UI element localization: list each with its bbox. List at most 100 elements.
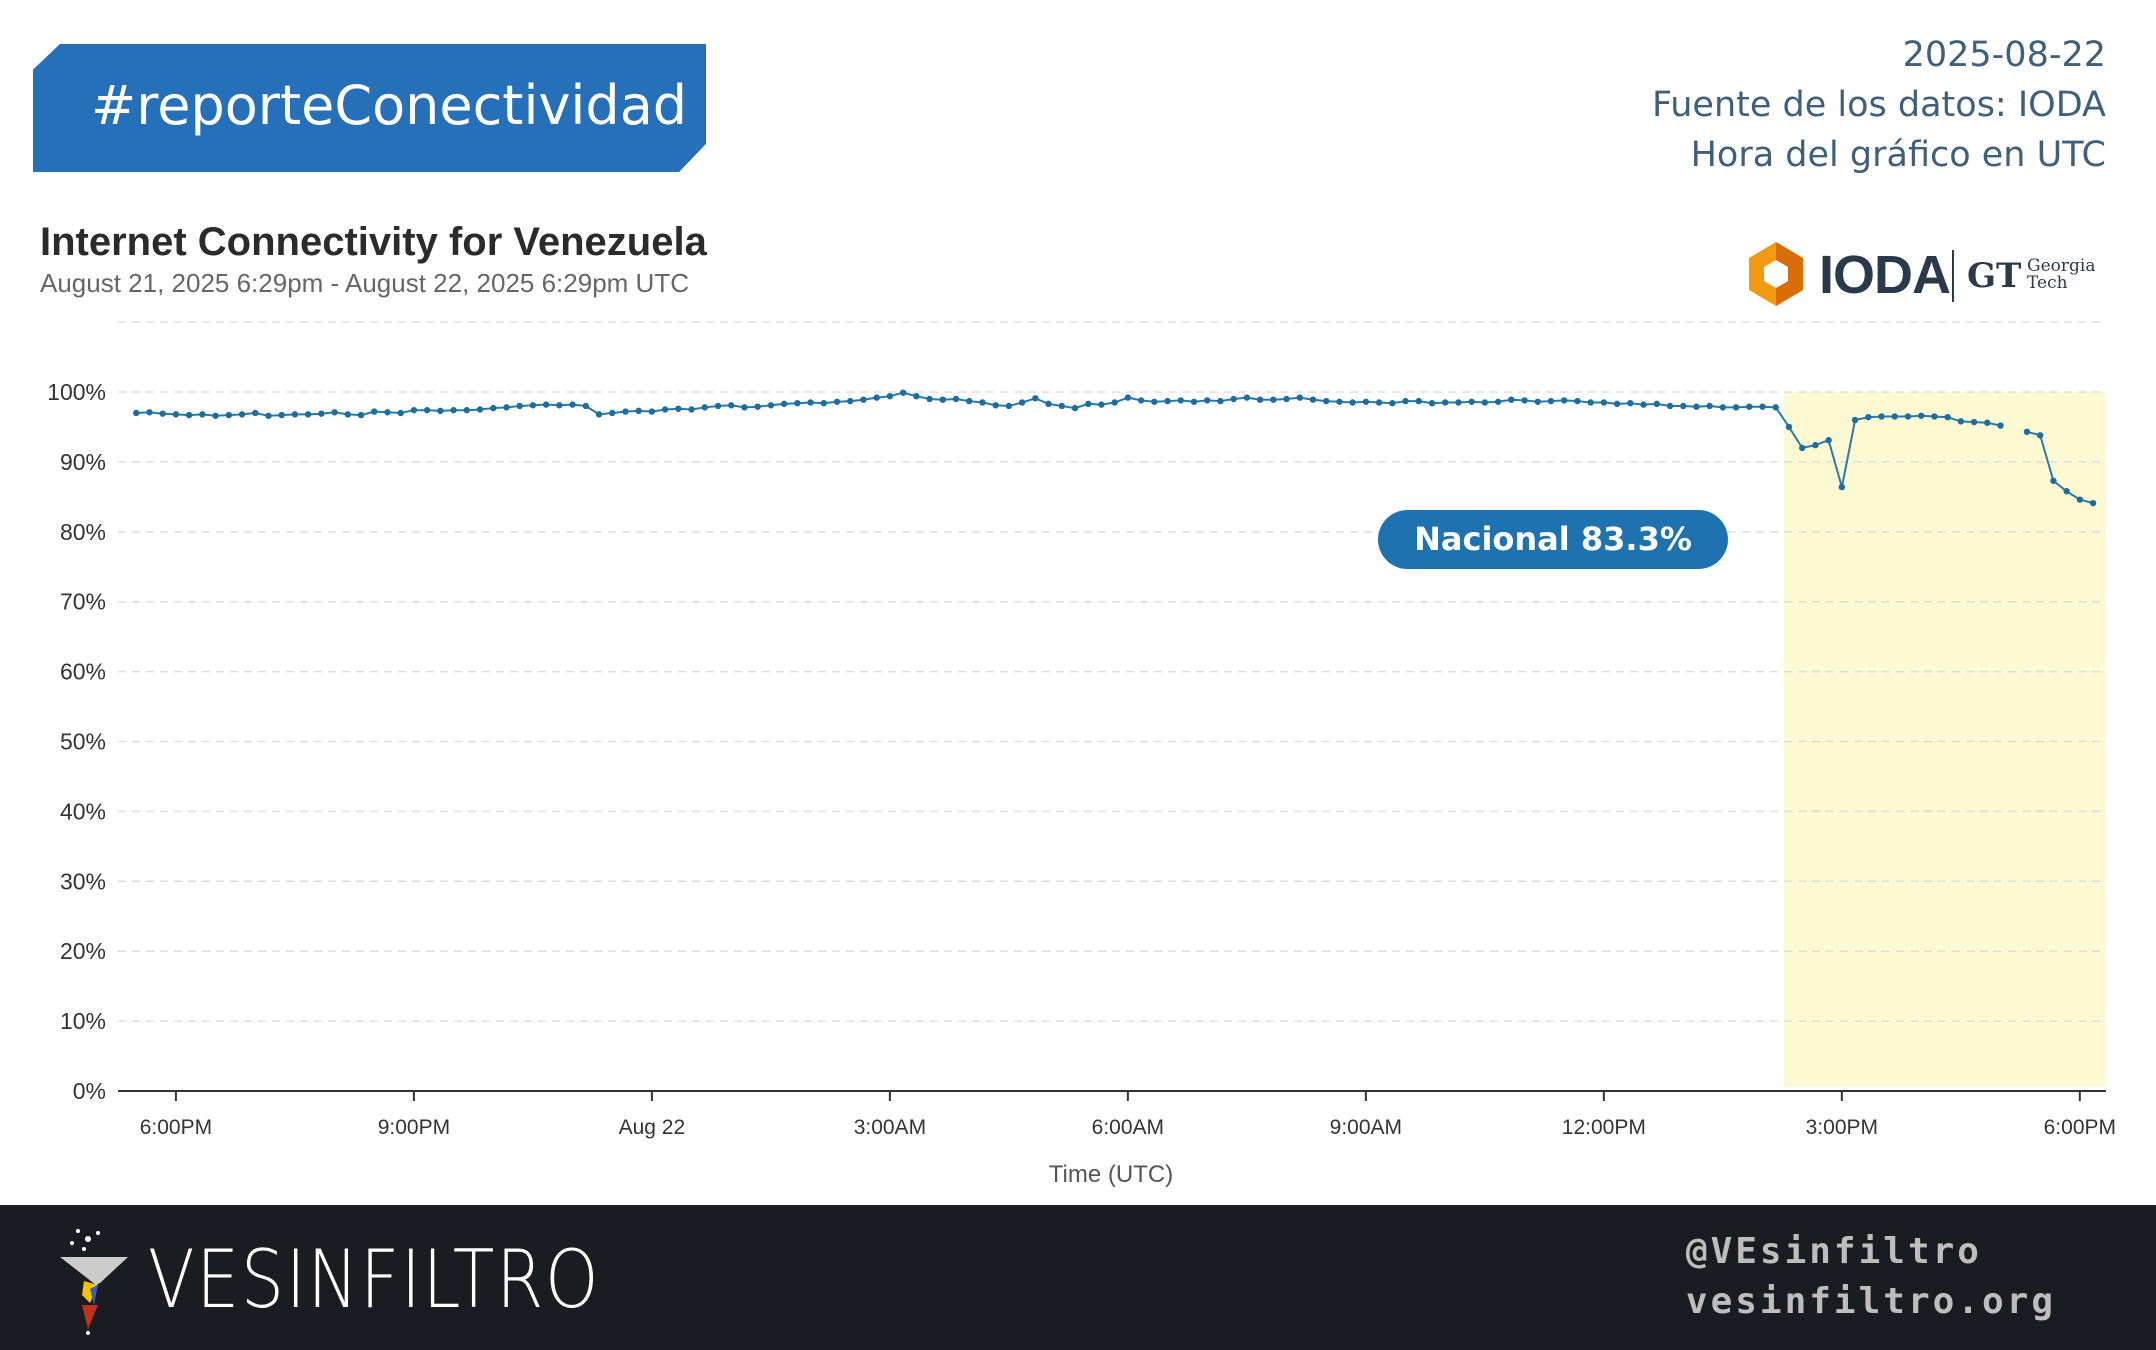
data-point [503, 404, 510, 411]
data-point [1957, 418, 1965, 425]
data-point [1825, 437, 1832, 444]
data-point [780, 400, 788, 408]
data-point [1124, 394, 1132, 401]
data-point [661, 406, 669, 413]
hashtag-text: #reporteConectividad [91, 74, 688, 137]
website-link[interactable]: vesinfiltro.org [1685, 1281, 2056, 1322]
data-point [1296, 394, 1303, 401]
x-tick-label: Aug 22 [619, 1116, 686, 1139]
x-tick-label: 12:00PM [1562, 1116, 1646, 1139]
data-point [1442, 399, 1449, 406]
data-point [1984, 419, 1991, 426]
x-tick-label: 3:00AM [854, 1116, 926, 1139]
y-tick-label: 30% [60, 868, 106, 894]
data-point [1680, 402, 1687, 410]
data-point [794, 399, 801, 407]
data-point [1812, 441, 1819, 449]
timezone-note: Hora del gráfico en UTC [1690, 135, 2106, 175]
data-point [199, 411, 206, 418]
data-point [1904, 413, 1912, 420]
data-point [1534, 398, 1541, 405]
data-point [1653, 400, 1660, 408]
data-point [1931, 413, 1938, 420]
y-tick-label: 70% [60, 589, 106, 615]
data-point [1706, 402, 1713, 410]
data-point [1785, 423, 1793, 431]
data-point [529, 402, 537, 409]
data-point [265, 412, 272, 419]
data-point [952, 395, 960, 403]
data-point [688, 406, 695, 413]
data-point [331, 409, 338, 416]
y-tick-label: 90% [60, 449, 106, 475]
data-point [185, 411, 193, 419]
y-tick-label: 20% [60, 938, 106, 964]
data-point [1693, 403, 1700, 410]
data-point [1256, 396, 1264, 403]
data-point [1375, 399, 1383, 406]
data-point [1574, 397, 1581, 405]
footer: VESINFILTRO @VEsinfiltro vesinfiltro.org [0, 1205, 2156, 1350]
data-point [966, 397, 973, 405]
gt-name-line1: Georgia [2027, 256, 2096, 276]
x-tick-label: 6:00AM [1092, 1116, 1164, 1139]
data-point [1508, 396, 1515, 403]
data-point [146, 409, 153, 416]
data-point [1058, 402, 1065, 410]
data-point [384, 409, 391, 416]
data-point [767, 402, 775, 409]
data-point [1719, 404, 1727, 411]
chart-subtitle: August 21, 2025 6:29pm - August 22, 2025… [40, 268, 689, 298]
data-point [238, 411, 246, 418]
data-point [1494, 398, 1502, 405]
data-point [1587, 399, 1594, 406]
data-point [278, 411, 285, 419]
data-point [1204, 397, 1211, 404]
highlight-region [1783, 392, 2106, 1087]
data-point [979, 399, 986, 406]
data-point [1732, 404, 1740, 411]
connectivity-chart: 0% 10% 20% 30% 40% 50% 60% 70% 80% 90% 100% 6:00PM… [47, 321, 2116, 1188]
report-meta: 2025-08-22 Fuente de los datos: IODA Hor… [1652, 30, 2106, 180]
data-point [556, 402, 563, 409]
data-point [463, 406, 470, 414]
data-point [635, 407, 642, 415]
data-point [1970, 418, 1978, 426]
data-point [1032, 395, 1039, 402]
data-point [423, 406, 431, 414]
data-point [159, 410, 166, 417]
ioda-hexagon-icon [1749, 242, 1803, 306]
data-point [860, 396, 867, 403]
data-point [1270, 396, 1277, 403]
brand-wordmark: VESINFILTRO [148, 1233, 601, 1326]
data-point [1071, 404, 1079, 412]
data-point [569, 401, 576, 408]
data-point [754, 403, 761, 410]
data-point [1217, 397, 1224, 405]
data-point [1891, 413, 1898, 420]
social-handles: @VEsinfiltro vesinfiltro.org [1686, 1227, 2056, 1327]
data-point [847, 397, 854, 405]
data-point [516, 402, 523, 410]
data-source: Fuente de los datos: IODA [1652, 85, 2106, 125]
data-point [1362, 398, 1370, 405]
data-point [622, 408, 629, 415]
funnel-logo-icon [60, 1229, 128, 1335]
data-point [133, 409, 140, 417]
data-point [1759, 403, 1766, 410]
logo-divider [1952, 250, 1954, 302]
data-point [1865, 413, 1872, 421]
data-point [886, 392, 894, 400]
data-point [542, 401, 550, 408]
data-point [1389, 399, 1396, 407]
data-point [1098, 401, 1105, 408]
data-point [476, 406, 484, 413]
y-tick-label: 40% [60, 798, 106, 824]
data-point [1243, 394, 1251, 401]
y-tick-label: 100% [47, 379, 106, 405]
gt-mark: GT [1967, 256, 2022, 296]
data-point [397, 409, 404, 417]
twitter-handle[interactable]: @VEsinfiltro [1685, 1231, 1982, 1272]
data-point [1415, 397, 1422, 405]
data-point [1151, 398, 1158, 405]
